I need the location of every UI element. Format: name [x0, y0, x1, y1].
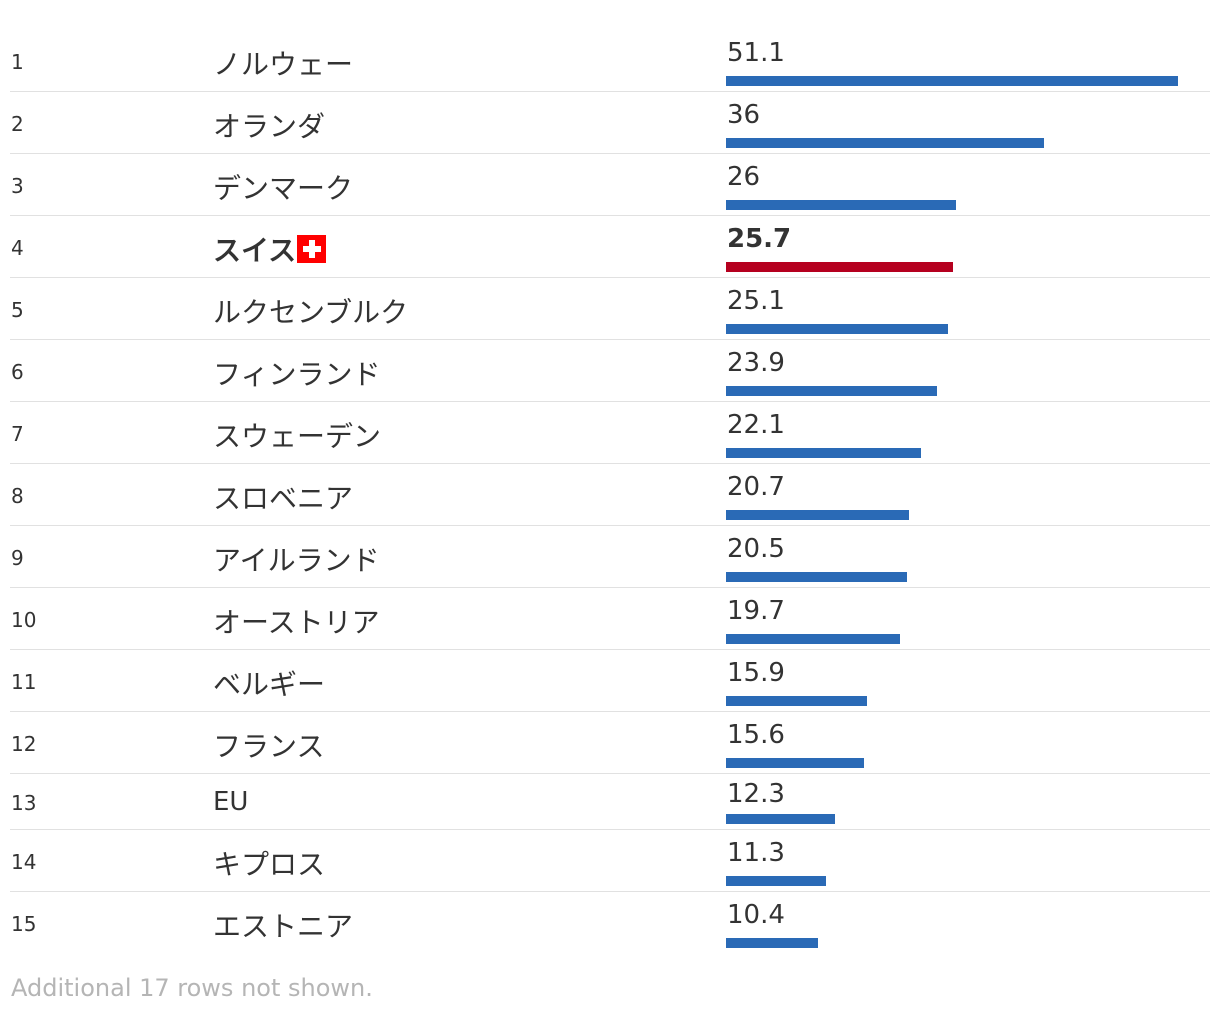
value-bar: [726, 696, 867, 706]
country-label: スウェーデン: [213, 415, 381, 455]
country-label: スイス: [213, 229, 327, 269]
rank-label: 9: [11, 546, 24, 570]
value-label: 11.3: [727, 838, 785, 868]
rank-label: 7: [11, 422, 24, 446]
value-bar: [726, 76, 1178, 86]
value-label: 23.9: [727, 348, 785, 378]
value-bar: [726, 324, 948, 334]
country-label: デンマーク: [213, 167, 353, 207]
rank-label: 6: [11, 360, 24, 384]
table-row: 6 フィンランド 23.9: [10, 340, 1210, 402]
table-row: 15 エストニア 10.4: [10, 892, 1210, 954]
country-name: スウェーデン: [213, 420, 382, 453]
rank-label: 4: [11, 236, 24, 260]
country-name: オーストリア: [213, 606, 380, 639]
country-name: ルクセンブルク: [213, 296, 409, 329]
value-label: 15.6: [727, 720, 785, 750]
table-row: 8 スロベニア 20.7: [10, 464, 1210, 526]
value-label: 12.3: [727, 779, 785, 809]
table-row: 7 スウェーデン 22.1: [10, 402, 1210, 464]
rank-label: 15: [11, 912, 37, 936]
table-row: 12 フランス 15.6: [10, 712, 1210, 774]
table-row: 2 オランダ 36: [10, 92, 1210, 154]
table-row: 5 ルクセンブルク 25.1: [10, 278, 1210, 340]
country-label: オランダ: [213, 105, 325, 145]
country-name: ベルギー: [213, 668, 326, 701]
value-label: 22.1: [727, 410, 785, 440]
country-name: アイルランド: [213, 544, 380, 577]
value-bar: [726, 448, 921, 458]
value-label: 26: [727, 162, 761, 192]
country-name: フィンランド: [213, 358, 381, 391]
value-bar: [726, 386, 937, 396]
country-name: スロベニア: [213, 482, 354, 515]
country-label: オーストリア: [213, 601, 380, 641]
country-label: エストニア: [213, 905, 353, 945]
country-name: キプロス: [213, 848, 326, 881]
value-bar: [726, 510, 909, 520]
table-row: 13 EU 12.3: [10, 774, 1210, 830]
country-label: EU: [213, 787, 248, 817]
rank-label: 10: [11, 608, 37, 632]
country-label: キプロス: [213, 843, 325, 883]
value-bar: [726, 634, 900, 644]
country-label: ベルギー: [213, 663, 325, 703]
value-label: 25.7: [727, 224, 792, 254]
value-bar: [726, 758, 864, 768]
table-row: 14 キプロス 11.3: [10, 830, 1210, 892]
table-row: 11 ベルギー 15.9: [10, 650, 1210, 712]
country-label: フランス: [213, 725, 324, 765]
country-label: ルクセンブルク: [213, 291, 408, 331]
table-row: 3 デンマーク 26: [10, 154, 1210, 216]
footnote: Additional 17 rows not shown.: [11, 974, 373, 1002]
value-bar: [726, 138, 1044, 148]
value-label: 36: [727, 100, 761, 130]
country-name: ノルウェー: [213, 48, 354, 81]
value-label: 25.1: [727, 286, 785, 316]
country-label: ノルウェー: [213, 43, 353, 83]
country-label: アイルランド: [213, 539, 380, 579]
rank-label: 3: [11, 174, 24, 198]
value-bar: [726, 814, 835, 824]
rank-label: 1: [11, 50, 24, 74]
country-name: フランス: [213, 730, 325, 763]
value-label: 51.1: [727, 38, 785, 68]
rank-label: 12: [11, 732, 37, 756]
country-name: エストニア: [213, 910, 354, 943]
value-label: 19.7: [727, 596, 785, 626]
value-bar: [726, 876, 826, 886]
value-bar: [726, 262, 953, 272]
rank-label: 5: [11, 298, 24, 322]
country-name: スイス: [213, 234, 297, 267]
country-name: オランダ: [213, 110, 326, 143]
table-row: 4 スイス 25.7: [10, 216, 1210, 278]
table-row: 9 アイルランド 20.5: [10, 526, 1210, 588]
swiss-flag-icon: [297, 235, 327, 263]
rank-label: 14: [11, 850, 37, 874]
value-label: 20.7: [727, 472, 785, 502]
country-label: フィンランド: [213, 353, 380, 393]
rank-label: 2: [11, 112, 24, 136]
value-bar: [726, 938, 818, 948]
country-name: EU: [213, 787, 249, 817]
table-row: 10 オーストリア 19.7: [10, 588, 1210, 650]
ranking-table: 1 ノルウェー 51.1 2 オランダ 36 3 デンマーク 26 4 スイス 25.7 5 ルクセンブル…: [10, 30, 1210, 954]
country-name: デンマーク: [213, 172, 354, 205]
rank-label: 8: [11, 484, 24, 508]
table-row: 1 ノルウェー 51.1: [10, 30, 1210, 92]
value-label: 15.9: [727, 658, 785, 688]
value-bar: [726, 572, 907, 582]
value-bar: [726, 200, 956, 210]
country-label: スロベニア: [213, 477, 353, 517]
value-label: 10.4: [727, 900, 785, 930]
rank-label: 13: [11, 791, 37, 815]
value-label: 20.5: [727, 534, 785, 564]
rank-label: 11: [11, 670, 37, 694]
